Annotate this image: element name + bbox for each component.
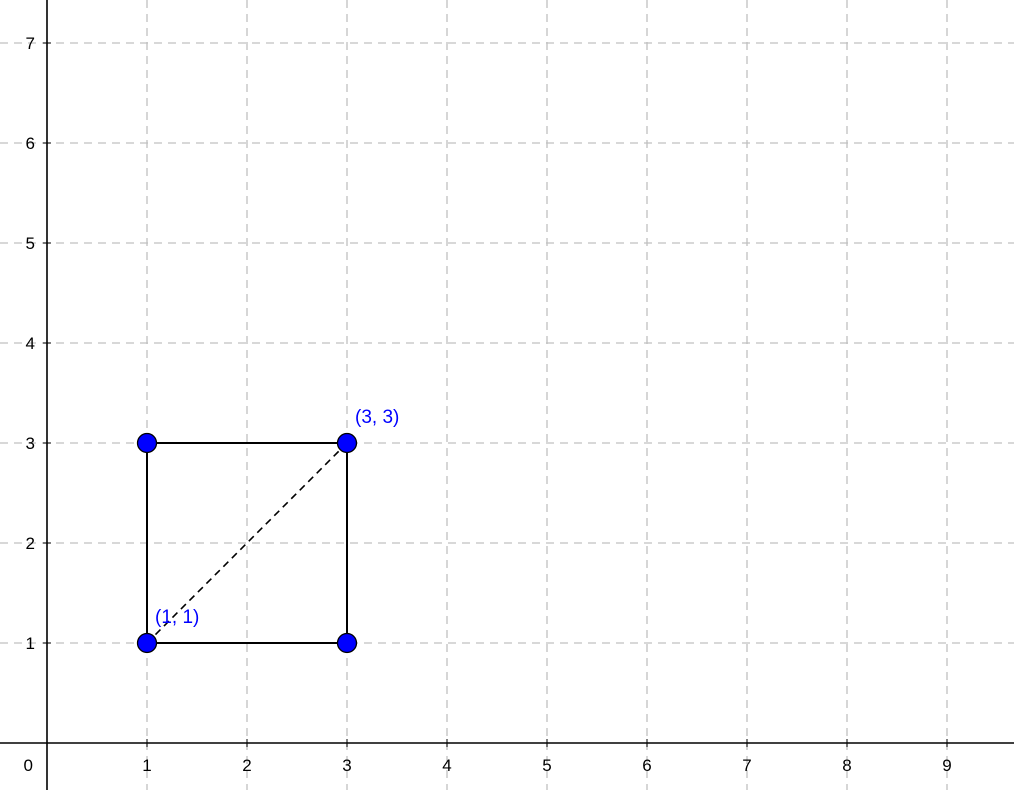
point-label: (3, 3) <box>355 407 399 428</box>
point-label: (1, 1) <box>155 607 199 628</box>
point-labels: (1, 1) (3, 3) <box>155 407 399 628</box>
origin-label: 0 <box>24 756 33 775</box>
y-tick-label: 6 <box>26 134 35 153</box>
y-tick-label: 1 <box>26 634 35 653</box>
vertex-points <box>136 432 358 654</box>
vertex-point <box>336 432 358 454</box>
y-tick-label: 2 <box>26 534 35 553</box>
y-tick-label: 3 <box>26 434 35 453</box>
x-tick-label: 2 <box>242 756 251 775</box>
x-tick-label: 8 <box>842 756 851 775</box>
x-tick-label: 5 <box>542 756 551 775</box>
y-tick-label: 4 <box>26 334 35 353</box>
x-tick-label: 1 <box>142 756 151 775</box>
x-tick-label: 9 <box>942 756 951 775</box>
vertex-point <box>136 632 158 654</box>
x-tick-label: 7 <box>742 756 751 775</box>
tick-labels: 0 1 2 3 4 5 6 7 8 9 1 2 3 4 5 6 7 <box>24 34 952 775</box>
y-tick-label: 7 <box>26 34 35 53</box>
x-tick-label: 3 <box>342 756 351 775</box>
vertex-point <box>336 632 358 654</box>
y-tick-label: 5 <box>26 234 35 253</box>
x-tick-label: 6 <box>642 756 651 775</box>
x-tick-label: 4 <box>442 756 451 775</box>
tick-marks <box>43 42 948 747</box>
vertex-point <box>136 432 158 454</box>
